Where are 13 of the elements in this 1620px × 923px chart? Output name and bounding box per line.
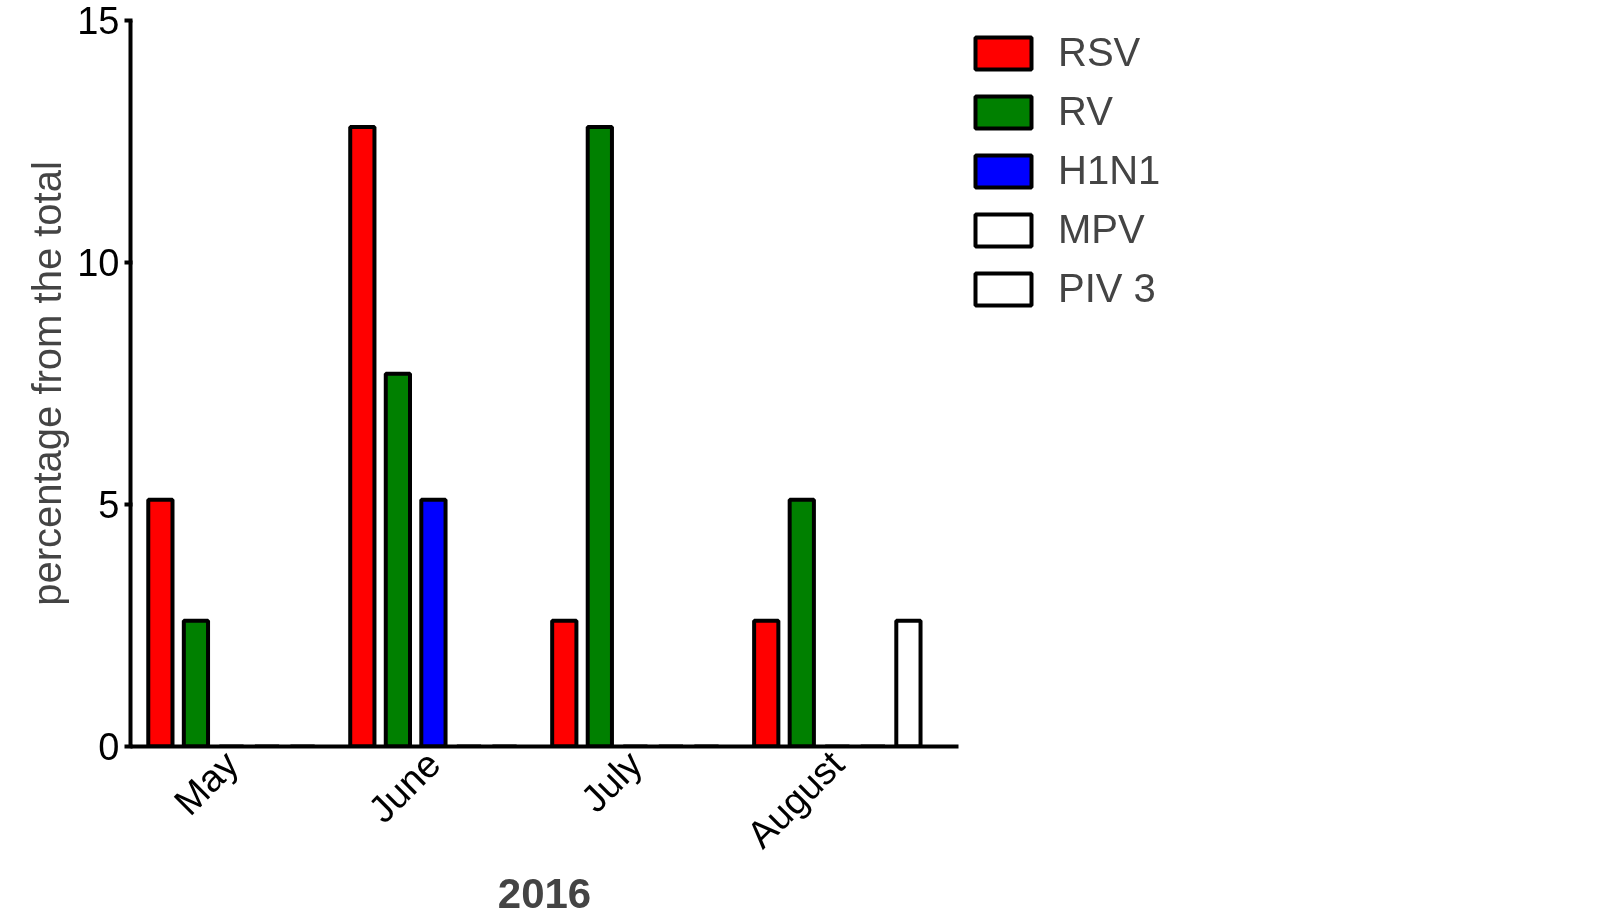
y-axis-title: percentage from the total <box>25 161 70 606</box>
legend-label: MPV <box>1058 207 1145 252</box>
legend-label: RV <box>1058 89 1113 134</box>
y-tick-label: 0 <box>98 726 120 768</box>
y-tick-label: 5 <box>98 484 120 526</box>
y-tick-label: 10 <box>77 242 120 284</box>
legend-label: RSV <box>1058 30 1141 75</box>
legend-label: PIV 3 <box>1058 266 1156 311</box>
x-tick-label: July <box>572 742 651 821</box>
y-tick-label: 15 <box>77 0 120 42</box>
x-axis-title: 2016 <box>497 869 592 917</box>
legend-label: H1N1 <box>1058 148 1161 193</box>
x-tick-label: May <box>165 742 247 824</box>
